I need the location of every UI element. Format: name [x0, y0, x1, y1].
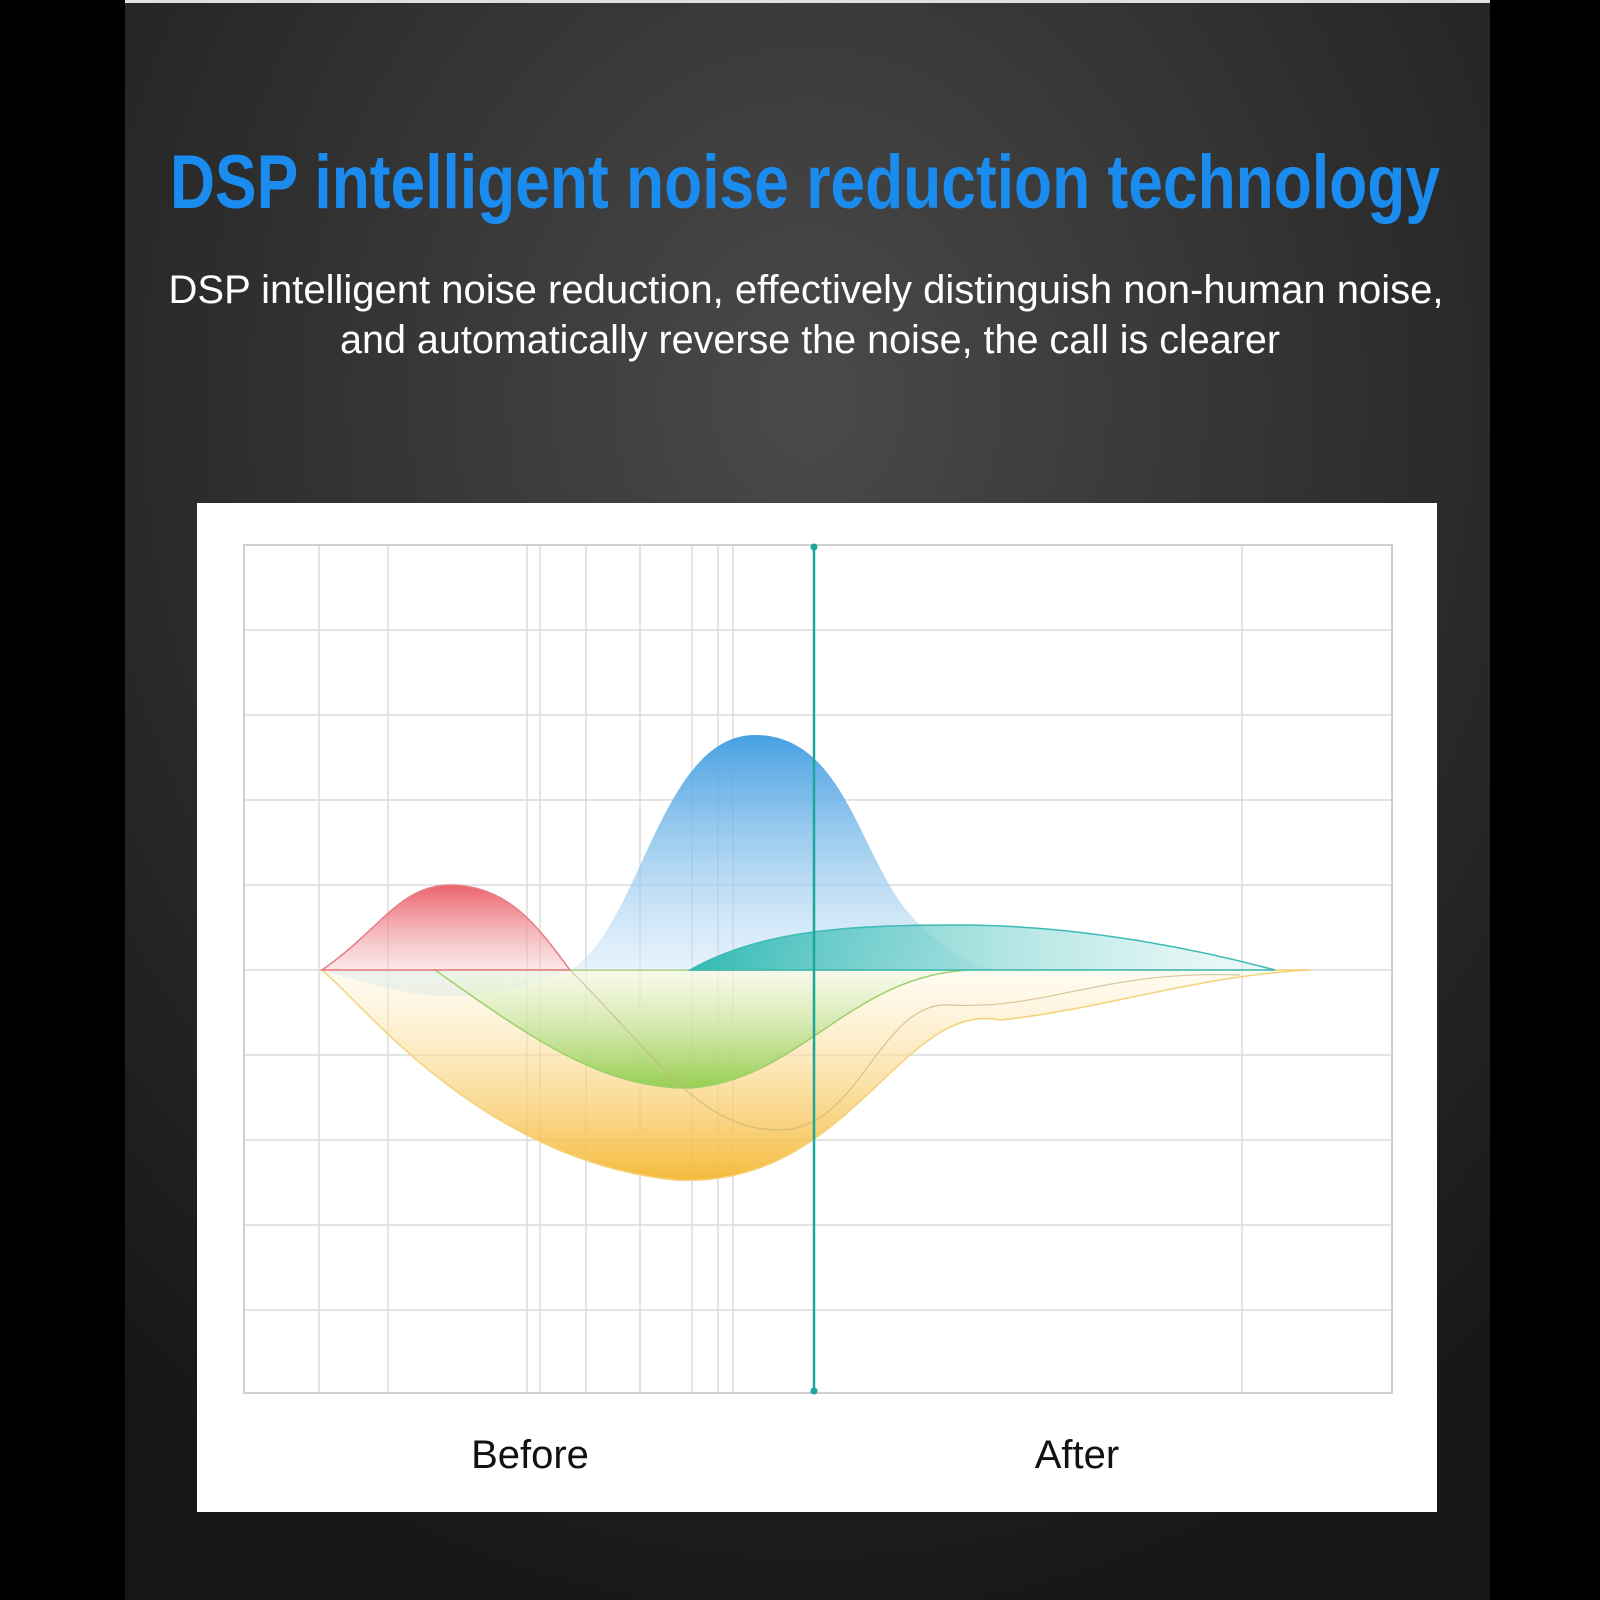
top-edge: [125, 0, 1490, 3]
after-label: After: [1035, 1433, 1119, 1477]
before-label: Before: [471, 1433, 589, 1477]
waves: [319, 735, 1311, 1181]
divider-end: [810, 1387, 818, 1395]
description-line: DSP intelligent noise reduction, effecti…: [169, 268, 1444, 312]
title: DSP intelligent noise reduction technolo…: [170, 140, 1440, 225]
description-line: and automatically reverse the noise, the…: [340, 318, 1280, 362]
divider-end: [810, 543, 818, 551]
